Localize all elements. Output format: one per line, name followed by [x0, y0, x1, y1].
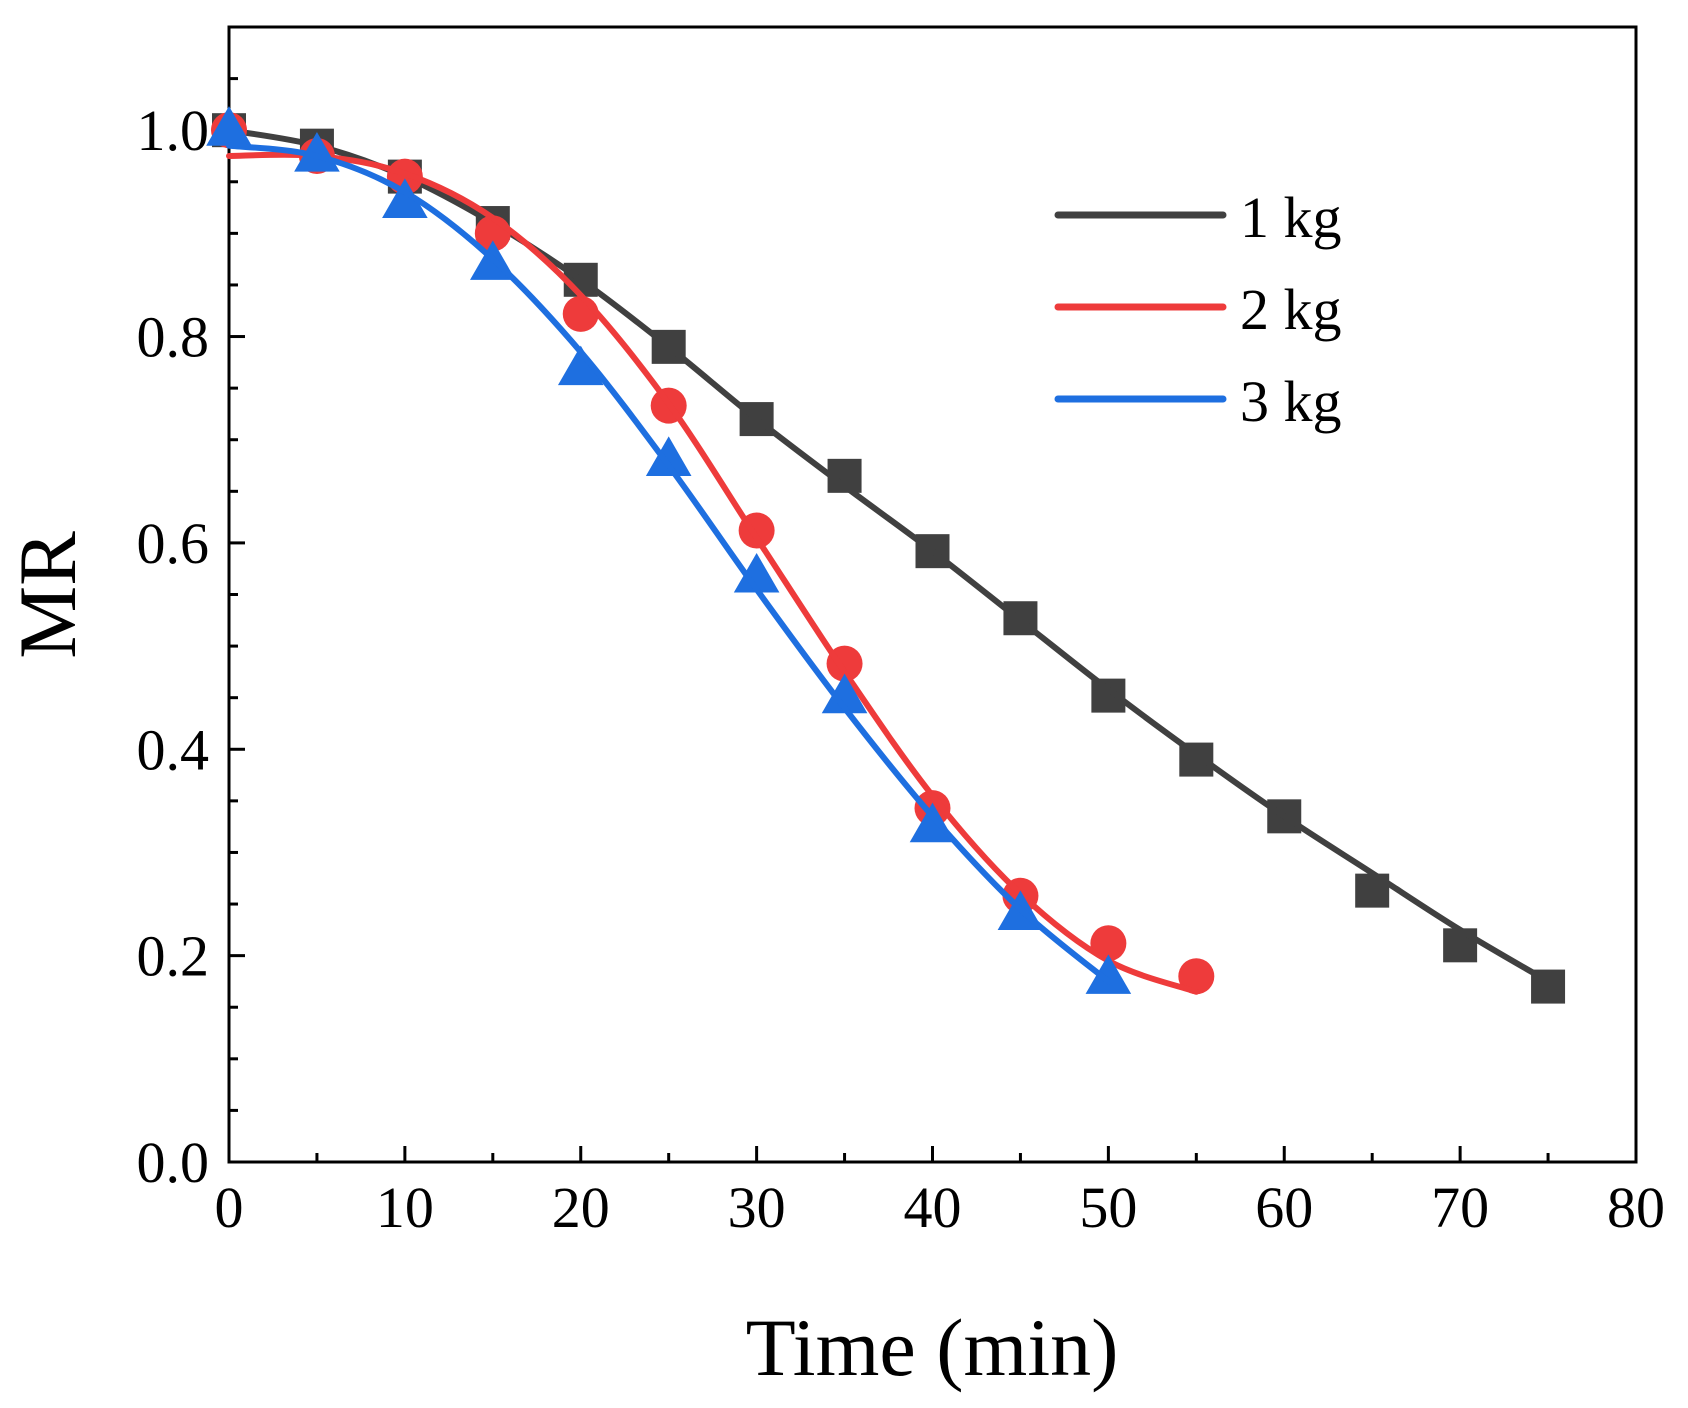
y-tick-label: 0.4 — [137, 717, 210, 782]
data-point-triangle — [733, 552, 780, 593]
x-tick-label: 10 — [376, 1175, 434, 1240]
legend: 1 kg 2 kg 3 kg — [1054, 185, 1342, 434]
x-tick-label: 60 — [1255, 1175, 1313, 1240]
series-fit-line — [226, 127, 1552, 985]
legend-item-2-kg: 2 kg — [1054, 277, 1342, 342]
x-tick-label: 80 — [1607, 1175, 1665, 1240]
data-point-triangle — [557, 345, 604, 386]
data-point-triangle — [206, 106, 252, 146]
x-tick-label: 0 — [215, 1175, 244, 1240]
x-tick-label: 40 — [904, 1175, 962, 1240]
series-3-kg — [206, 106, 1132, 994]
legend-label: 1 kg — [1240, 185, 1342, 250]
data-point-circle — [1178, 958, 1215, 995]
x-tick-label: 50 — [1079, 1175, 1137, 1240]
x-tick-label: 30 — [728, 1175, 786, 1240]
data-point-triangle — [645, 436, 692, 476]
data-point-circle — [562, 295, 599, 332]
x-axis-title: Time (min) — [746, 1302, 1119, 1393]
x-axis: 0 10 20 30 40 50 60 70 80 — [215, 1146, 1665, 1240]
y-tick-label: 0.2 — [137, 924, 210, 989]
data-point-triangle — [821, 673, 868, 714]
y-tick-label: 1.0 — [137, 98, 210, 163]
y-tick-label: 0.6 — [137, 511, 210, 576]
legend-label: 2 kg — [1240, 277, 1342, 342]
legend-item-3-kg: 3 kg — [1054, 369, 1342, 434]
legend-item-1-kg: 1 kg — [1054, 185, 1342, 250]
data-point-square — [1443, 928, 1478, 963]
data-point-triangle — [382, 178, 428, 219]
series-fit-line — [226, 142, 1112, 985]
y-tick-label: 0.8 — [137, 305, 210, 370]
y-tick-label: 0.0 — [137, 1130, 210, 1195]
plot-frame — [227, 25, 1638, 1164]
series-2-kg — [211, 112, 1215, 995]
legend-label: 3 kg — [1240, 369, 1342, 434]
series-fit-line — [226, 151, 1200, 995]
data-point-triangle — [1085, 954, 1132, 994]
y-axis: 0.0 0.2 0.4 0.6 0.8 1.0 — [137, 25, 245, 1195]
x-tick-label: 20 — [552, 1175, 610, 1240]
x-tick-label: 70 — [1431, 1175, 1489, 1240]
series-1-kg — [212, 113, 1566, 1004]
y-axis-title: MR — [2, 531, 93, 659]
series-layer — [206, 106, 1566, 1004]
